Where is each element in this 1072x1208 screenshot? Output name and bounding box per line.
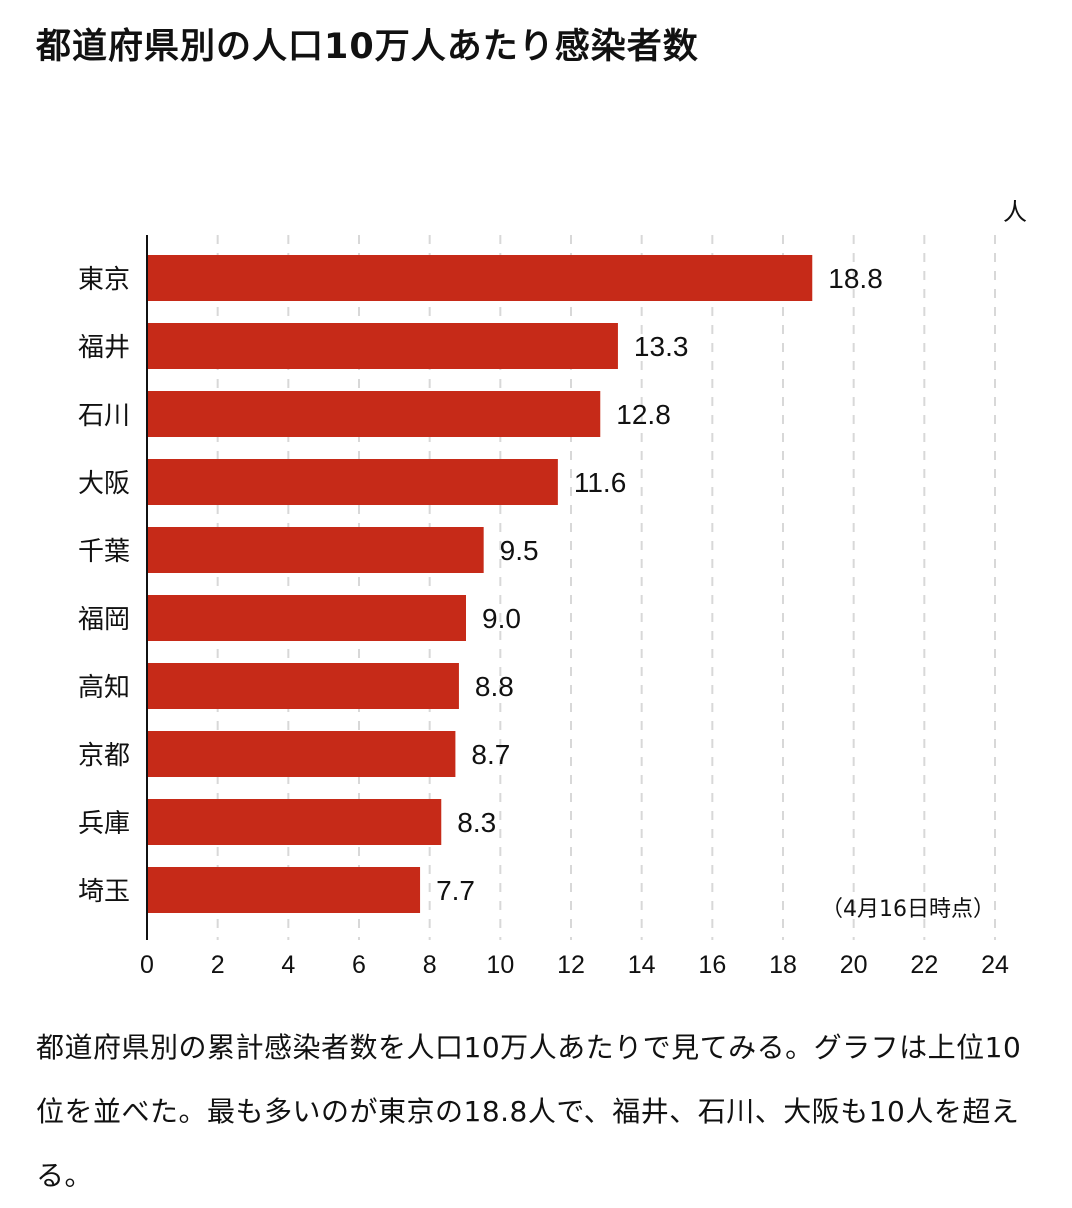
bar: [148, 459, 558, 505]
bar: [148, 391, 601, 437]
x-tick-label: 8: [423, 951, 437, 979]
x-tick-label: 10: [486, 951, 514, 979]
category-label: 兵庫: [78, 809, 130, 839]
x-tick-label: 14: [628, 951, 656, 979]
category-label: 埼玉: [78, 877, 130, 907]
data-label: 9.5: [500, 535, 539, 566]
category-label: 福井: [78, 333, 130, 363]
bar: [148, 595, 466, 641]
data-label: 8.3: [457, 807, 496, 838]
data-label: 11.6: [574, 467, 626, 498]
category-label: 石川: [78, 401, 130, 431]
bar: [148, 731, 456, 777]
x-tick-label: 0: [140, 951, 154, 979]
x-tick-label: 18: [769, 951, 797, 979]
data-label: 7.7: [436, 875, 475, 906]
data-label: 18.8: [828, 263, 883, 294]
data-label: 8.8: [475, 671, 514, 702]
note-label: （4月16日時点）: [821, 897, 995, 922]
category-label: 高知: [78, 673, 130, 703]
data-label: 12.8: [616, 399, 671, 430]
data-label: 13.3: [634, 331, 689, 362]
category-label: 大阪: [78, 469, 130, 499]
x-tick-label: 24: [981, 951, 1009, 979]
category-label: 千葉: [78, 537, 130, 567]
chart-title: 都道府県別の人口10万人あたり感染者数: [36, 27, 699, 67]
x-tick-label: 2: [211, 951, 225, 979]
x-tick-label: 4: [281, 951, 295, 979]
x-tick-label: 20: [840, 951, 868, 979]
data-label: 9.0: [482, 603, 521, 634]
category-label: 東京: [78, 265, 130, 295]
bar: [148, 323, 618, 369]
x-tick-label: 12: [557, 951, 585, 979]
x-tick-label: 6: [352, 951, 366, 979]
bar: [148, 799, 442, 845]
bar: [148, 663, 459, 709]
x-tick-label: 16: [698, 951, 726, 979]
category-label: 京都: [78, 741, 130, 771]
bar: [148, 527, 484, 573]
chart-description: 都道府県別の累計感染者数を人口10万人あたりで見てみる。グラフは上位10位を並べ…: [36, 1031, 1022, 1192]
bar: [148, 867, 421, 913]
x-tick-label: 22: [910, 951, 938, 979]
unit-label: 人: [1003, 198, 1027, 226]
bar: [148, 255, 813, 301]
category-label: 福岡: [78, 605, 130, 635]
data-label: 8.7: [471, 739, 510, 770]
